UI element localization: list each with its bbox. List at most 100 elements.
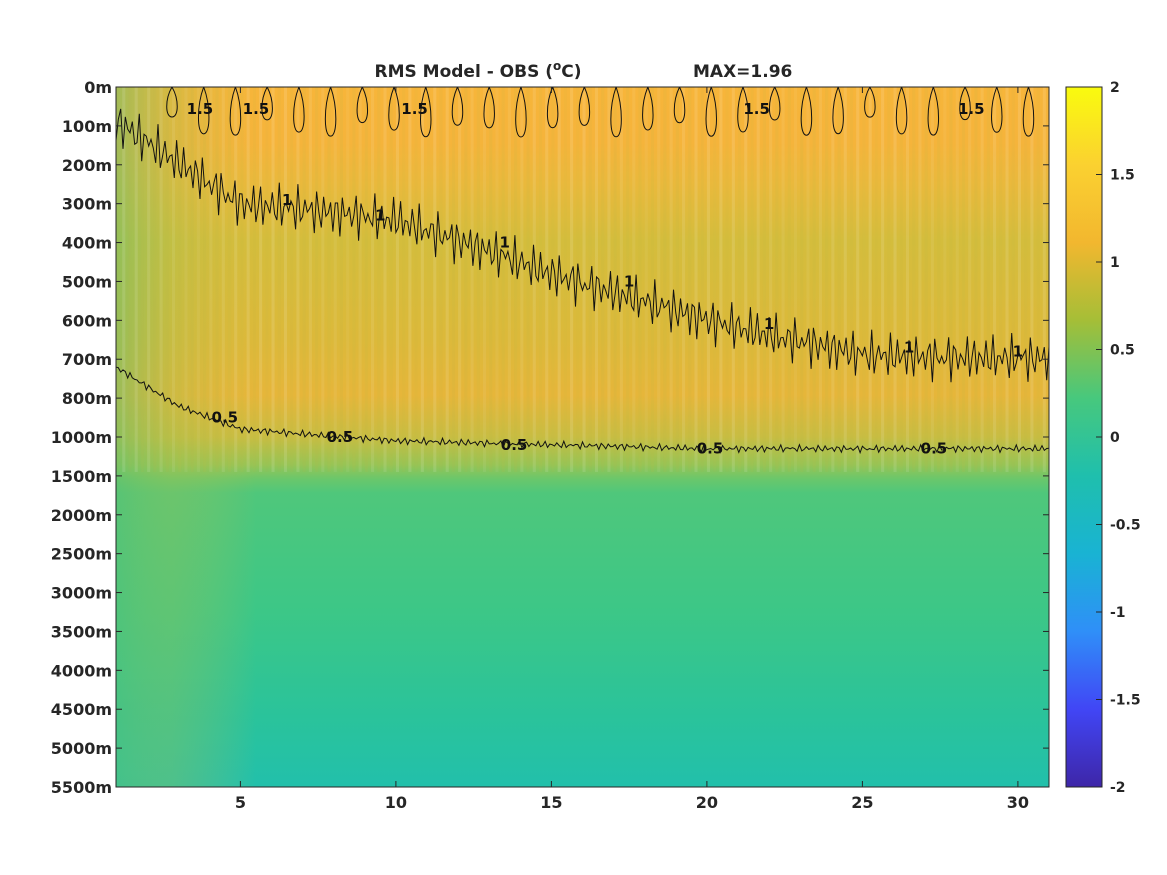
contour-label: 0.5 xyxy=(697,440,724,458)
heatmap-stripe xyxy=(849,87,854,472)
heatmap-stripe xyxy=(818,87,822,472)
y-tick-label: 700m xyxy=(62,350,112,369)
colorbar-tick-label: -2 xyxy=(1110,780,1126,796)
x-tick-label: 25 xyxy=(851,793,873,812)
contour-line-15 xyxy=(515,87,527,138)
x-tick-label: 20 xyxy=(696,793,718,812)
heatmap-stripe xyxy=(526,87,530,472)
colorbar-tick-label: -1 xyxy=(1110,605,1126,621)
contour-line-15 xyxy=(768,87,781,121)
heatmap-stripe xyxy=(283,87,288,472)
contour-line-15 xyxy=(705,87,718,137)
heatmap-stripe xyxy=(221,87,225,472)
y-tick-label: 300m xyxy=(62,195,112,214)
heatmap-stripe xyxy=(277,87,281,472)
heatmap-stripe xyxy=(259,87,263,472)
contour-label: 1 xyxy=(500,234,510,252)
y-tick-label: 0m xyxy=(84,78,112,97)
heatmap-stripe xyxy=(638,87,642,472)
heatmap-stripe xyxy=(128,87,132,472)
x-tick-label: 10 xyxy=(385,793,407,812)
heatmap-stripe xyxy=(619,87,623,472)
y-tick-label: 5000m xyxy=(51,739,112,758)
contour-line-15 xyxy=(642,87,654,131)
heatmap-stripe xyxy=(706,87,711,472)
heatmap-stripe xyxy=(1011,87,1015,472)
heatmap-stripe xyxy=(955,87,959,472)
heatmap-stripe xyxy=(464,87,468,472)
contour-line-15 xyxy=(356,87,369,124)
colorbar-tick-label: -0.5 xyxy=(1110,518,1141,534)
heatmap-stripe xyxy=(663,87,667,472)
contour-label: 1 xyxy=(282,191,292,209)
heatmap-stripe xyxy=(408,87,412,472)
heatmap-stripe xyxy=(433,87,437,472)
heatmap-stripe xyxy=(184,87,188,472)
colorbar: 2 1.5 1 0.5 0 -0.5 -1 -1.5 -2 xyxy=(1065,80,1141,796)
contour-line-15 xyxy=(451,87,464,126)
heatmap-stripe xyxy=(445,87,449,472)
contour-line-15 xyxy=(864,87,876,118)
heatmap-stripe xyxy=(968,87,972,472)
heatmap-stripe xyxy=(613,87,617,472)
heatmap-stripe xyxy=(308,87,312,472)
heatmap-stripe xyxy=(134,87,138,472)
heatmap-stripe xyxy=(650,87,655,472)
heatmap-stripe xyxy=(738,87,742,472)
heatmap-stripe xyxy=(999,87,1003,472)
heatmap-stripe xyxy=(725,87,729,472)
contour-line-05 xyxy=(116,366,1049,455)
heatmap-stripe xyxy=(887,87,891,472)
heatmap-stripe xyxy=(352,87,356,472)
x-tick-label: 15 xyxy=(540,793,562,812)
heatmap-stripe xyxy=(905,87,910,472)
heatmap-stripe xyxy=(495,87,499,472)
colorbar-tick-label: 0 xyxy=(1110,430,1120,446)
heatmap-stripe xyxy=(482,87,487,472)
y-tick-label: 1000m xyxy=(51,428,112,447)
heatmap-stripe xyxy=(389,87,393,472)
heatmap-stripe xyxy=(744,87,748,472)
heatmap-stripe xyxy=(227,87,232,472)
y-tick-label: 5500m xyxy=(51,778,112,797)
colorbar-tick-label: 1.5 xyxy=(1110,168,1135,184)
contour-label: 0.5 xyxy=(327,428,354,446)
heatmap-stripe xyxy=(980,87,984,472)
heatmap-stripe xyxy=(563,87,567,472)
y-tick-label: 3000m xyxy=(51,584,112,603)
heatmap-stripe xyxy=(116,87,120,472)
heatmap-stripe xyxy=(1017,87,1022,472)
heatmap-stripe xyxy=(159,87,163,472)
heatmap-stripe xyxy=(327,87,331,472)
heatmap-stripe xyxy=(899,87,903,472)
y-tick-label: 400m xyxy=(62,234,112,253)
contour-line-15 xyxy=(800,87,813,136)
y-tick-label: 100m xyxy=(62,117,112,136)
y-tick-label: 1500m xyxy=(51,467,112,486)
heatmap-stripe xyxy=(551,87,555,472)
contour-label: 1.5 xyxy=(401,100,428,118)
colorbar-tick-label: 1 xyxy=(1110,255,1120,271)
heatmap-stripe xyxy=(209,87,213,472)
max-annotation: MAX=1.96 xyxy=(693,62,792,82)
heatmap-stripe xyxy=(993,87,997,472)
heatmap-stripe xyxy=(632,87,636,472)
heatmap-stripe xyxy=(147,87,151,472)
contour-label: 1 xyxy=(375,206,385,224)
x-tick-label: 5 xyxy=(235,793,246,812)
heatmap-stripe xyxy=(402,87,406,472)
heatmap-stripe xyxy=(451,87,455,472)
heatmap-stripe xyxy=(414,87,418,472)
contour-line-15 xyxy=(546,87,559,129)
heatmap-stripe xyxy=(395,87,400,472)
heatmap-stripe xyxy=(582,87,586,472)
heatmap-stripe xyxy=(576,87,580,472)
plot-area xyxy=(116,87,1049,787)
heatmap-stripe xyxy=(949,87,953,472)
contour-line-15 xyxy=(483,87,495,129)
heatmap-stripe xyxy=(383,87,387,472)
heatmap-stripe xyxy=(557,87,561,472)
y-tick-label: 800m xyxy=(62,389,112,408)
contour-line-15 xyxy=(388,87,400,131)
contour-labels: 1.5 1.5 1.5 1.5 1.5 1 1 1 1 1 1 1 0.5 0.5 0.5 0.5 0.5 xyxy=(187,100,1023,457)
